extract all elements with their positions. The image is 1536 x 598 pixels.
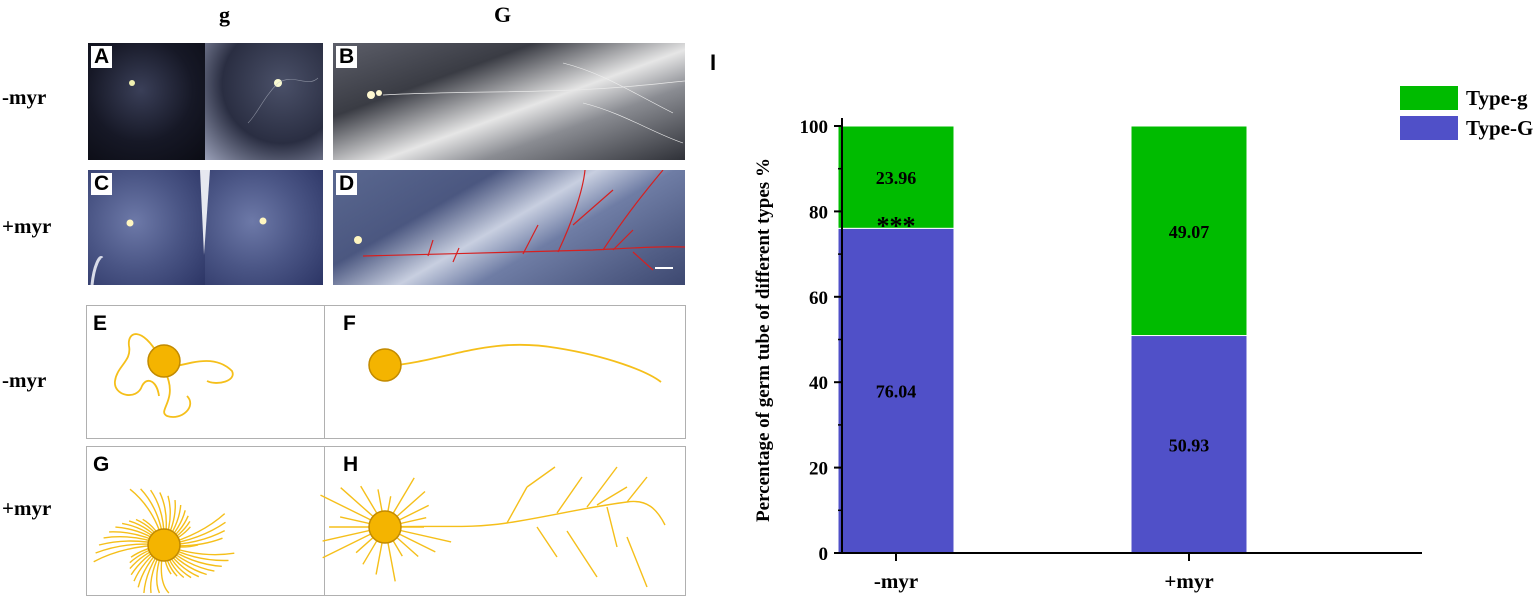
bar-segment — [1130, 125, 1248, 337]
micrograph-panel-d: D — [333, 170, 685, 285]
y-tick-label: 40 — [809, 373, 828, 394]
spore-marker — [376, 90, 382, 96]
spore-marker — [259, 217, 267, 225]
y-tick-label: 20 — [809, 459, 828, 480]
legend-swatch — [1400, 86, 1458, 110]
panel-letter-g: G — [93, 453, 110, 476]
row-label-4: +myr — [2, 496, 52, 520]
spore-marker — [354, 236, 362, 244]
micrograph-panel-a: A — [88, 43, 323, 160]
y-tick-label: 100 — [800, 117, 829, 138]
spore-g — [147, 528, 181, 562]
data-label: 23.96 — [876, 168, 917, 188]
row-label-3: -myr — [2, 368, 47, 392]
panel-letter-b: B — [336, 46, 358, 68]
hypha-trace — [362, 170, 685, 271]
panel-letter-i: I — [710, 50, 717, 75]
bar-segment — [837, 125, 955, 229]
panel-letter-c: C — [91, 173, 113, 195]
legend-swatch — [1400, 116, 1458, 140]
column-title-G: G — [494, 2, 512, 27]
hypha-straight — [386, 343, 662, 383]
bar-segment — [837, 227, 955, 554]
spore-marker — [129, 80, 135, 86]
legend-label: Type-G — [1466, 116, 1533, 140]
panel-letter-h: H — [343, 453, 359, 476]
x-tick-label: -myr — [874, 569, 918, 593]
row-label-2: +myr — [2, 214, 52, 238]
hypha-curly — [114, 333, 234, 418]
panel-letter-a: A — [91, 46, 113, 68]
x-tick-label: +myr — [1164, 569, 1213, 593]
data-label: 76.04 — [876, 382, 917, 402]
legend-label: Type-g — [1466, 86, 1528, 110]
spore-h — [368, 510, 402, 544]
micrograph-panel-c: C — [88, 170, 323, 285]
micrograph-panel-b: B — [333, 43, 685, 160]
data-label: 49.07 — [1169, 222, 1210, 242]
drawing-row-myr: G H — [86, 446, 686, 596]
column-title-g: g — [219, 2, 230, 27]
bar-segment — [1130, 335, 1248, 554]
stacked-bar-chart: 76.04 23.96 50.93 49.07 0 20 40 60 80 100 -myr +my… — [753, 86, 1533, 593]
y-axis-label: Percentage of germ tube of different typ… — [753, 158, 774, 522]
spore-f — [368, 348, 402, 382]
significance-annotation: *** — [877, 211, 916, 240]
spore-marker — [126, 219, 134, 227]
panel-letter-d: D — [336, 173, 358, 195]
y-tick-label: 60 — [809, 288, 828, 309]
y-tick-label: 80 — [809, 202, 828, 223]
drawing-row-no-myr: E F — [86, 305, 686, 439]
data-label: 50.93 — [1169, 435, 1210, 455]
panel-letter-f: F — [343, 312, 356, 335]
spore-e — [147, 344, 181, 378]
y-tick-label: 0 — [819, 544, 829, 565]
spore-marker — [367, 91, 375, 99]
row-label-1: -myr — [2, 85, 47, 109]
panel-letter-e: E — [93, 312, 108, 335]
